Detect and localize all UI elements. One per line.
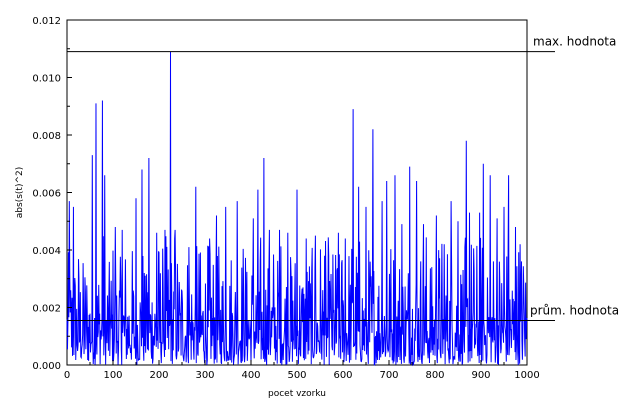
y-tick-label: 0.010: [32, 74, 61, 85]
y-tick-label: 0.006: [32, 189, 61, 200]
axes: [66, 19, 528, 366]
x-tick-label: 700: [379, 370, 398, 381]
x-tick-label: 800: [425, 370, 444, 381]
x-tick-label: 900: [471, 370, 490, 381]
y-tick-label: 0.002: [32, 304, 61, 315]
x-tick-label: 500: [287, 370, 306, 381]
mean-value-label: prům. hodnota: [530, 303, 619, 317]
x-tick-label: 1000: [514, 370, 539, 381]
x-tick-label: 100: [103, 370, 122, 381]
x-axis-label: pocet vzorku: [268, 389, 326, 399]
x-tick-label: 400: [241, 370, 260, 381]
y-tick-label: 0.008: [32, 131, 61, 142]
x-tick-label: 0: [64, 370, 70, 381]
signal-line: [66, 51, 528, 367]
x-tick-label: 200: [149, 370, 168, 381]
y-axis-label: abs(s(t)^2): [15, 167, 25, 218]
y-tick-label: 0.004: [32, 246, 61, 257]
y-tick-label: 0.012: [32, 16, 61, 27]
tick-labels: 0 100 200 300 400 500 600 700 800 900 1000 0.000 0.0…: [32, 16, 539, 381]
reference-lines: [67, 51, 555, 321]
x-tick-label: 600: [333, 370, 352, 381]
signal-series: [66, 51, 528, 367]
y-tick-label: 0.000: [32, 361, 61, 372]
x-tick-label: 300: [195, 370, 214, 381]
max-value-label: max. hodnota: [533, 35, 616, 49]
